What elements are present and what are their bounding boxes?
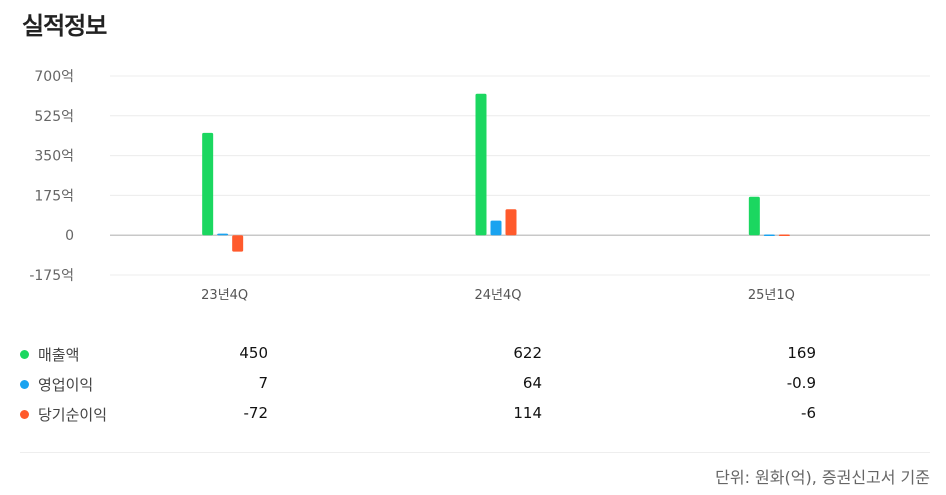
bar — [763, 234, 775, 236]
y-tick-label: 525억 — [34, 109, 74, 125]
y-tick-label: 350억 — [34, 149, 74, 165]
unit-footnote: 단위: 원화(억), 증권신고서 기준 — [715, 468, 930, 487]
y-tick-label: 700억 — [34, 69, 74, 85]
value-cell: 169 — [787, 344, 816, 362]
bar — [217, 233, 229, 236]
table-row: 매출액 450 622 169 — [0, 340, 946, 370]
y-tick-label: 175억 — [34, 188, 74, 204]
bar — [778, 234, 790, 236]
performance-chart: 700억 525억 350억 175억 0 -175억 23년4Q 24년4Q 25년1Q — [29, 69, 930, 303]
y-tick-label: 0 — [65, 228, 74, 244]
legend-dot-icon — [20, 380, 29, 389]
legend-dot-icon — [20, 410, 29, 419]
series-name: 매출액 — [38, 346, 80, 364]
bar — [748, 196, 760, 236]
value-cell: -6 — [801, 404, 816, 422]
value-cell: -0.9 — [786, 374, 816, 392]
page-title: 실적정보 — [22, 12, 107, 40]
bar — [202, 132, 214, 236]
legend-dot-icon — [20, 350, 29, 359]
series-name: 당기순이익 — [38, 406, 108, 424]
value-cell: 450 — [239, 344, 268, 362]
series-name: 영업이익 — [38, 376, 94, 394]
bar — [232, 235, 244, 252]
value-cell: 64 — [522, 374, 542, 392]
x-category-label: 25년1Q — [748, 288, 795, 303]
x-category-label: 24년4Q — [474, 288, 521, 303]
value-cell: 114 — [513, 404, 542, 422]
bar — [475, 93, 487, 236]
y-tick-label: -175억 — [29, 268, 74, 284]
value-cell: 7 — [258, 374, 268, 392]
table-row: 당기순이익 -72 114 -6 — [0, 400, 946, 430]
x-category-label: 23년4Q — [201, 288, 248, 303]
bar — [505, 209, 517, 236]
value-cell: -72 — [243, 404, 269, 422]
divider — [20, 452, 930, 453]
value-cell: 622 — [513, 344, 542, 362]
bar — [490, 220, 502, 236]
table-row: 영업이익 7 64 -0.9 — [0, 370, 946, 400]
